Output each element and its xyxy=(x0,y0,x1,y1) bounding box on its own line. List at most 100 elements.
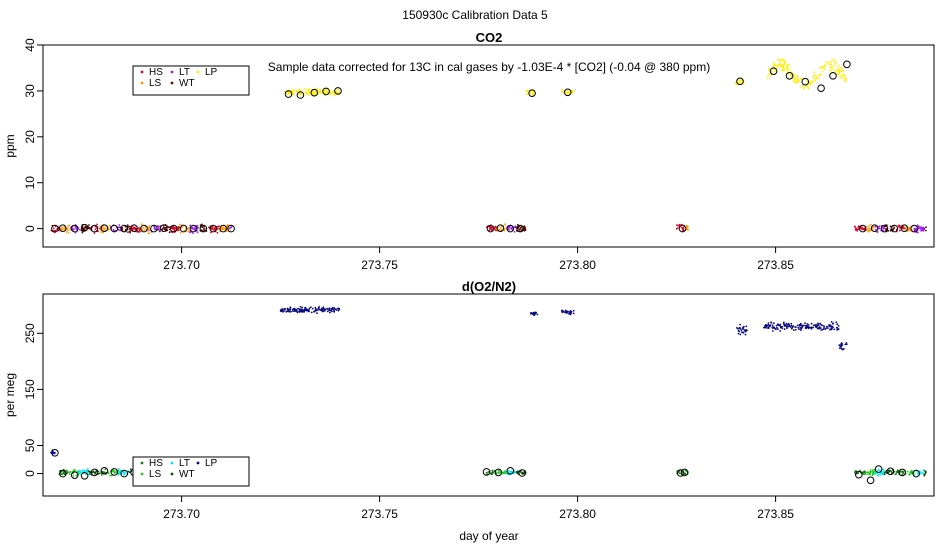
co2-point xyxy=(189,231,191,233)
co2-point xyxy=(830,66,833,68)
o2-point xyxy=(923,474,926,477)
co2-point xyxy=(776,67,779,69)
co2-point xyxy=(840,70,843,72)
co2-point xyxy=(782,65,785,68)
o2-point xyxy=(117,468,120,470)
co2-point xyxy=(805,85,808,88)
co2-point xyxy=(780,63,783,66)
o2-point xyxy=(872,473,875,475)
o2-mean-marker xyxy=(866,476,875,485)
co2-point xyxy=(102,231,105,234)
co2-point xyxy=(177,225,180,228)
o2-point xyxy=(795,326,797,328)
o2-point xyxy=(785,322,788,325)
co2-point xyxy=(823,64,826,66)
o2-mean-marker xyxy=(70,471,79,480)
o2-point xyxy=(831,325,834,328)
co2-point xyxy=(503,229,506,232)
o2-point xyxy=(88,473,91,476)
o2-point xyxy=(775,328,777,331)
o2-point xyxy=(764,325,767,328)
co2-point xyxy=(318,90,321,93)
co2-point xyxy=(141,228,143,230)
co2-point xyxy=(325,88,328,91)
co2-point xyxy=(682,226,685,229)
co2-mean-marker xyxy=(563,88,572,97)
o2-point xyxy=(336,307,339,310)
o2-point xyxy=(839,345,842,348)
o2n2-legend-box xyxy=(132,456,250,487)
co2-point xyxy=(840,67,843,70)
o2-x-tick-label: 273.85 xyxy=(757,507,794,521)
o2-point xyxy=(322,306,325,309)
o2-point xyxy=(799,322,802,325)
co2-mean-marker xyxy=(486,224,495,233)
o2-point xyxy=(739,323,741,326)
co2-point xyxy=(838,69,841,71)
o2-point xyxy=(869,469,872,471)
co2-point xyxy=(686,227,688,230)
co2-point xyxy=(905,228,907,231)
co2-point xyxy=(226,224,229,227)
co2-correction-annotation: Sample data corrected for 13C in cal gas… xyxy=(268,60,710,74)
o2-mean-marker xyxy=(518,469,527,477)
co2-point xyxy=(201,226,204,229)
o2-mean-marker xyxy=(855,470,863,479)
co2-point xyxy=(786,69,789,71)
co2-mean-marker xyxy=(100,224,109,232)
co2-point xyxy=(147,228,150,230)
co2-point xyxy=(919,226,922,229)
co2-legend-label: WT xyxy=(179,78,195,89)
co2-point xyxy=(869,223,872,226)
o2-point xyxy=(293,307,296,310)
o2-point xyxy=(284,308,286,311)
co2-point xyxy=(524,226,527,229)
co2-point xyxy=(214,226,217,229)
o2-point xyxy=(316,309,319,312)
o2-point xyxy=(333,307,336,310)
co2-y-ticks: 0 10 20 30 40 xyxy=(23,38,43,232)
co2-point xyxy=(824,68,826,71)
co2-point xyxy=(787,72,790,75)
co2-point xyxy=(773,69,776,71)
o2-point xyxy=(282,310,285,313)
co2-mean-marker xyxy=(817,84,825,92)
o2-point xyxy=(906,470,909,473)
co2-point xyxy=(811,81,813,84)
o2-point xyxy=(787,325,789,328)
o2-point xyxy=(827,327,829,329)
co2-point xyxy=(290,89,292,92)
co2-point xyxy=(898,226,900,229)
o2-point xyxy=(873,470,875,473)
co2-point xyxy=(920,229,922,232)
o2-point xyxy=(801,326,804,328)
o2-point xyxy=(916,472,919,475)
o2-point xyxy=(78,469,80,472)
co2-point xyxy=(292,89,294,92)
co2-point xyxy=(187,230,190,233)
o2-point xyxy=(66,472,69,474)
co2-legend-swatch xyxy=(140,81,144,85)
co2-point xyxy=(861,228,864,231)
co2-point xyxy=(508,228,510,231)
co2-point xyxy=(836,67,839,69)
o2-point xyxy=(924,473,927,475)
o2-point xyxy=(817,322,819,325)
co2-point xyxy=(81,231,84,234)
co2-point xyxy=(325,91,328,94)
co2-y-tick-label: 40 xyxy=(23,38,37,52)
co2-point xyxy=(112,228,115,231)
co2-point xyxy=(192,228,195,230)
o2-point xyxy=(810,322,813,325)
o2-point xyxy=(882,468,885,471)
o2-point xyxy=(290,310,292,313)
o2-point xyxy=(859,469,861,472)
o2-point xyxy=(843,348,845,350)
o2-point xyxy=(875,472,877,474)
o2-point xyxy=(745,325,748,328)
o2-point xyxy=(781,327,784,330)
co2-point xyxy=(925,229,927,232)
o2-point xyxy=(837,325,840,327)
co2-point xyxy=(504,223,506,226)
co2-point xyxy=(778,63,781,65)
